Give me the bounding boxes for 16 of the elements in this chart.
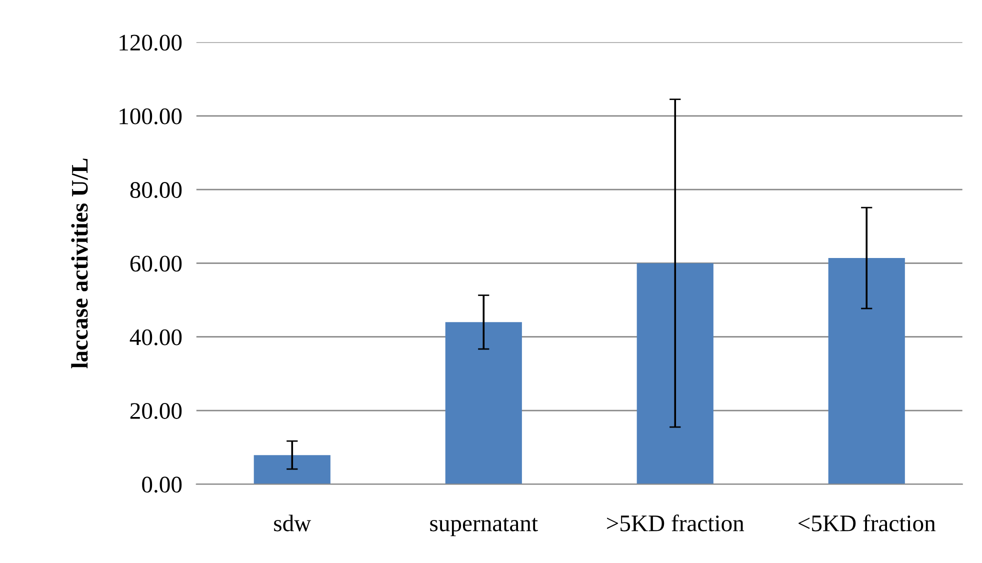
y-tick-label: 100.00 [120, 108, 182, 124]
y-tick-label: 80.00 [130, 182, 182, 198]
bar [254, 455, 330, 484]
x-tick-label: <5KD fraction [798, 514, 936, 532]
y-tick-label: 60.00 [130, 256, 182, 272]
bar [636, 263, 714, 484]
y-tick-label: 40.00 [130, 329, 182, 346]
y-axis-title: laccase activities U/L [71, 158, 88, 368]
x-tick-label: supernatant [430, 518, 538, 536]
bar [445, 322, 522, 484]
x-tick-label: >5KD fraction [607, 514, 744, 532]
y-tick-label: 0.00 [142, 476, 182, 493]
x-tick-label: sdw [274, 514, 312, 532]
y-tick-label: 120.00 [120, 34, 182, 51]
y-tick-label: 20.00 [130, 403, 182, 420]
bar [828, 258, 905, 484]
